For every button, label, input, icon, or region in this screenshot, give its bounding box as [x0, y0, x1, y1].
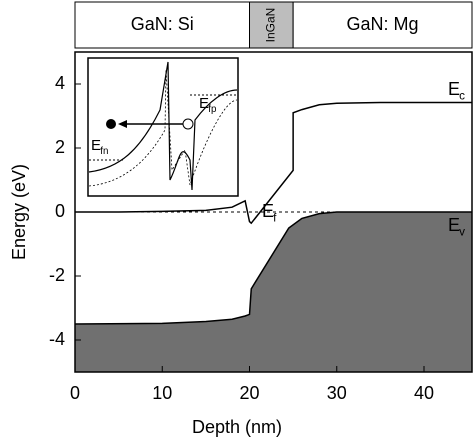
y-tick-label: -2	[49, 265, 65, 285]
y-axis-label: Energy (eV)	[9, 164, 29, 260]
region	[74, 1, 251, 49]
x-tick-label: 40	[414, 383, 434, 403]
inset-curve	[88, 69, 238, 187]
inset-hole	[182, 118, 194, 130]
inset-electron	[106, 119, 116, 129]
region	[292, 1, 473, 49]
region-label: InGaN	[263, 8, 277, 43]
inset-arrowhead	[118, 120, 127, 128]
region-label: GaN: Si	[131, 14, 194, 34]
annotation-sub: c	[459, 89, 465, 102]
y-tick-label: 2	[55, 137, 65, 157]
annotation-sub: fn	[100, 146, 108, 157]
region-label: GaN: Mg	[347, 14, 419, 34]
annotation-sub: v	[459, 225, 465, 238]
annotation: E	[448, 79, 460, 99]
band-line	[75, 101, 472, 225]
annotation-sub: fp	[208, 104, 217, 115]
x-tick-label: 20	[239, 383, 259, 403]
x-tick-label: 30	[327, 383, 347, 403]
x-tick-label: 0	[70, 383, 80, 403]
annotation-sub: f	[273, 211, 277, 224]
annotation: E	[199, 95, 209, 112]
x-tick-label: 10	[152, 383, 172, 403]
y-tick-label: -4	[49, 329, 65, 349]
annotation: E	[262, 201, 274, 221]
valence-fill	[75, 212, 472, 372]
annotation: E	[448, 215, 460, 235]
band-line	[74, 211, 472, 325]
y-tick-label: 4	[55, 73, 65, 93]
y-tick-label: 0	[55, 201, 65, 221]
annotation: E	[91, 137, 101, 154]
inset	[87, 57, 239, 197]
x-axis-label: Depth (nm)	[192, 417, 282, 437]
region	[249, 1, 294, 49]
